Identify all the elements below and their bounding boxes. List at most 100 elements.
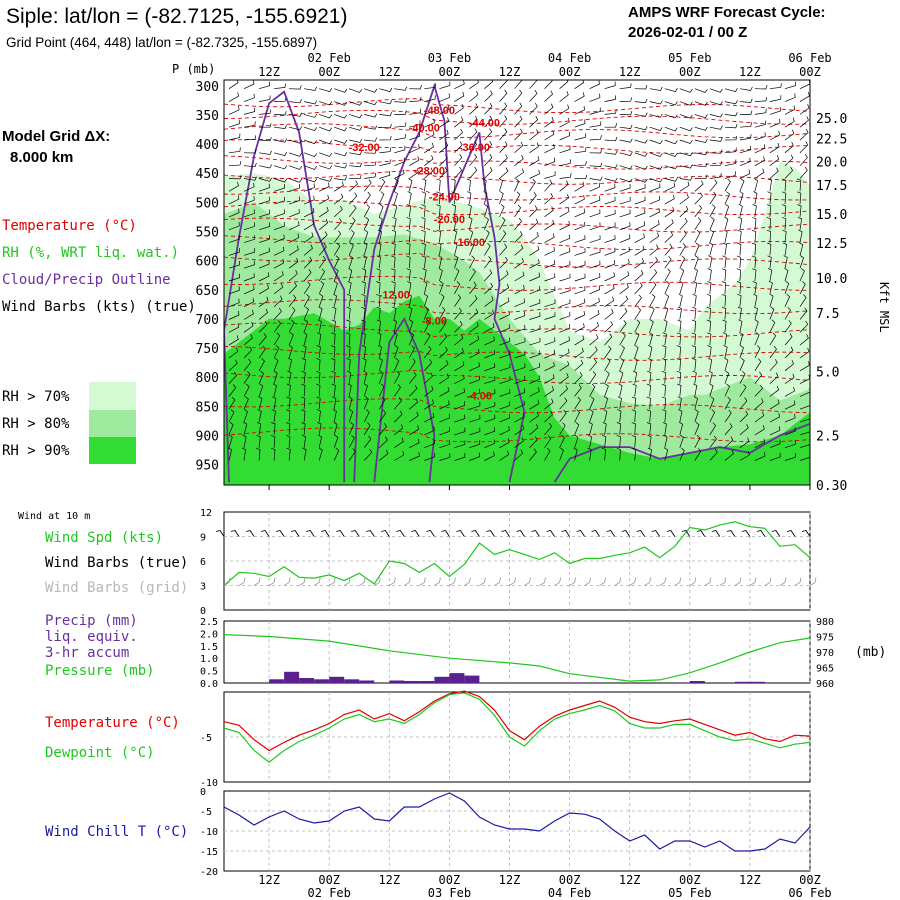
wind-barb	[364, 88, 378, 93]
wind-barb	[679, 164, 693, 169]
wind-barb	[303, 183, 315, 192]
precip-bar	[419, 681, 435, 683]
wind-barb	[454, 320, 463, 333]
wind-barb	[739, 345, 744, 359]
wind-barb	[454, 427, 466, 436]
wind-barb	[454, 294, 462, 307]
wind-barb	[559, 385, 569, 397]
wind-barb	[573, 447, 578, 461]
wind-barb	[679, 152, 693, 157]
wind-barb	[529, 156, 540, 167]
grid-wind-barb	[419, 577, 426, 586]
wind-barb	[694, 138, 708, 144]
wind-barb	[619, 196, 631, 205]
wind-barb	[784, 105, 796, 115]
wind-barb	[424, 155, 434, 166]
wind-barb	[634, 85, 648, 90]
wind-barb	[634, 178, 648, 183]
wind-barb	[679, 421, 684, 435]
wind-barb	[754, 85, 768, 90]
wind-barb	[529, 169, 540, 179]
wind-barb	[649, 294, 656, 307]
wind-barb	[677, 306, 682, 320]
wind-barb	[694, 126, 708, 131]
grid-wind-barb	[809, 577, 817, 586]
wind-barb	[424, 83, 437, 90]
height-tick-label: 12.5	[816, 237, 847, 252]
wind-barb	[589, 93, 601, 102]
wind-barb	[499, 413, 511, 423]
wind-barb	[273, 332, 281, 346]
wind-barb	[589, 297, 600, 308]
wind-barb	[421, 255, 427, 269]
wind-barb	[706, 306, 711, 320]
wind-barb	[739, 98, 753, 103]
wind-barb	[754, 108, 767, 115]
wind-barb	[649, 86, 663, 91]
wind-barb	[301, 409, 306, 423]
wind-barb	[409, 371, 417, 384]
wind-barb	[319, 88, 333, 93]
isotherm-line	[224, 345, 810, 361]
wind-barb	[243, 209, 255, 218]
wind-barb	[469, 153, 478, 166]
wind-barb	[559, 409, 567, 423]
wind-barb	[439, 154, 448, 166]
precip-tick-label: 2.5	[200, 617, 218, 628]
wind-barb	[529, 362, 541, 372]
wind-barb	[662, 332, 667, 346]
wind-barb	[469, 166, 478, 179]
wind-barb	[319, 126, 333, 132]
wind-barb	[258, 235, 270, 243]
wind-barb	[394, 110, 407, 115]
wind-barb	[544, 374, 555, 384]
wind-speed-line	[223, 521, 811, 586]
wind-barb	[406, 217, 411, 230]
wind-barb	[631, 409, 636, 423]
wind-barb	[259, 123, 272, 128]
wind-barb	[709, 383, 714, 397]
wind-barb	[619, 222, 631, 231]
wind-barb	[499, 283, 510, 295]
wind-barb	[784, 293, 791, 307]
wind-barb	[303, 195, 315, 205]
wind-barb	[664, 152, 678, 157]
wind-barb	[484, 204, 489, 218]
wind-barb	[796, 178, 802, 192]
wind-barb	[754, 156, 765, 167]
bottom-date-label: 05 Feb	[668, 886, 711, 900]
wind-barb	[722, 319, 727, 333]
wind-barb	[439, 440, 451, 449]
wind-barb	[469, 255, 475, 269]
wind-barb	[544, 103, 554, 115]
wind-barb	[484, 90, 493, 102]
wind-barb	[544, 171, 556, 179]
wind-barb	[514, 231, 523, 243]
wind-barb	[332, 293, 337, 307]
wind-barb	[303, 152, 318, 158]
top-hour-label: 12Z	[499, 65, 521, 79]
wind-barb	[589, 309, 600, 320]
wind-barb	[769, 155, 780, 166]
wind-barb	[243, 248, 255, 256]
surface-wind-barb	[636, 529, 646, 537]
wind-barb	[723, 345, 728, 359]
wind-barb	[529, 337, 541, 346]
wind-barb	[544, 386, 555, 397]
wind-barb	[544, 143, 555, 154]
wind-barb	[619, 345, 625, 359]
wind-barb	[301, 422, 306, 435]
wind-barb	[589, 346, 598, 359]
wind-barb	[274, 97, 287, 102]
wind-barb	[379, 409, 387, 423]
wind-barb	[422, 268, 427, 282]
wind-barb	[706, 332, 712, 346]
wind-barb	[349, 88, 363, 93]
wind-barb	[678, 293, 683, 307]
wind-barb	[484, 154, 493, 166]
wind-barb	[258, 222, 270, 231]
temperature-label: -24.00	[429, 192, 460, 204]
wind-barb	[752, 281, 757, 294]
wind-barb	[619, 124, 633, 129]
wind-barb	[274, 83, 286, 90]
